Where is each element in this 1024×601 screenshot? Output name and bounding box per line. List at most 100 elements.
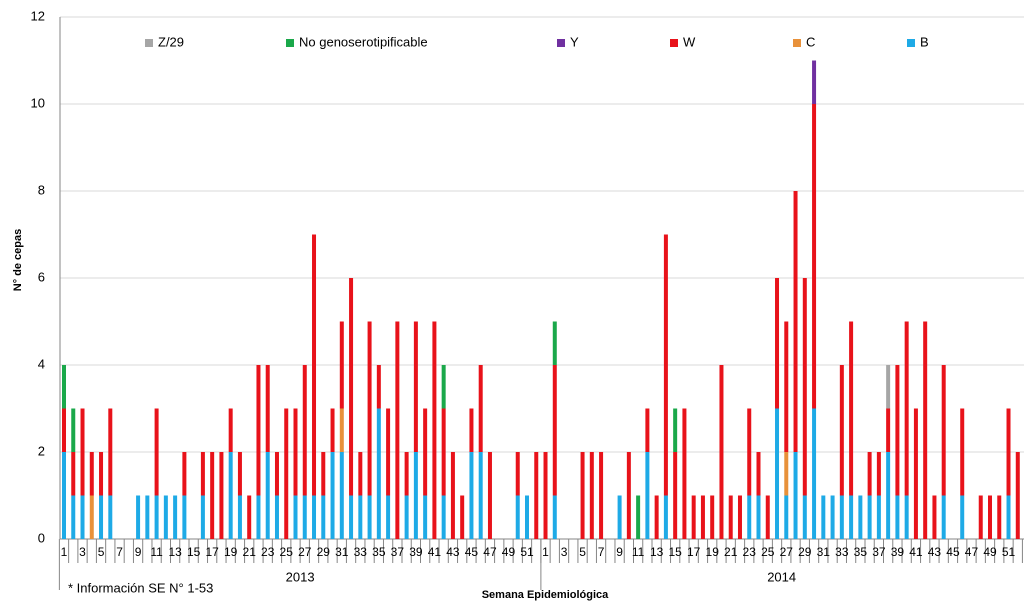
y-tick-label: 0: [38, 530, 45, 545]
bar-segment: [441, 408, 446, 496]
bar-segment: [339, 408, 344, 452]
bar-segment: [1006, 408, 1011, 496]
bar-segment: [737, 495, 742, 539]
x-tick-label: 39: [409, 545, 423, 559]
bar-segment: [312, 234, 317, 496]
x-tick-label: 25: [280, 545, 294, 559]
bar-segment: [784, 321, 789, 452]
bar-segment: [376, 408, 381, 539]
bar-segment: [460, 495, 465, 539]
bar-segment: [673, 408, 678, 452]
x-tick-label: 31: [335, 545, 349, 559]
legend-swatch: [557, 39, 565, 47]
legend-swatch: [145, 39, 153, 47]
bar-segment: [386, 495, 391, 539]
bar-segment: [756, 495, 761, 539]
legend-swatch: [286, 39, 294, 47]
x-tick-label: 33: [835, 545, 849, 559]
bar-segment: [775, 278, 780, 409]
x-tick-label: 21: [243, 545, 257, 559]
y-axis-title: N° de cepas: [12, 229, 24, 291]
bar-segment: [330, 452, 335, 539]
x-tick-label: 19: [224, 545, 238, 559]
bar-segment: [404, 452, 409, 496]
bar-segment: [386, 408, 391, 496]
bar-segment: [256, 365, 261, 496]
bar-segment: [62, 365, 66, 409]
bar-segment: [812, 60, 817, 104]
bar-segment: [293, 495, 298, 539]
bar-segment: [237, 452, 242, 496]
x-tick-label: 21: [724, 545, 738, 559]
legend-label: W: [683, 34, 696, 49]
bar-segment: [589, 452, 594, 539]
bar-segment: [339, 321, 344, 409]
bar-segment: [71, 452, 76, 496]
x-tick-label: 15: [668, 545, 682, 559]
x-tick-label: 9: [135, 545, 142, 559]
bar-segment: [89, 452, 94, 496]
y-tick-label: 12: [31, 8, 45, 23]
y-tick-label: 4: [38, 356, 45, 371]
bar-segment: [997, 495, 1002, 539]
bar-segment: [747, 408, 752, 496]
x-tick-label: 41: [428, 545, 442, 559]
bar-segment: [802, 495, 807, 539]
bar-segment: [839, 495, 844, 539]
bar-segment: [552, 321, 557, 365]
bar-segment: [830, 495, 835, 539]
bar-segment: [849, 495, 854, 539]
bar-segment: [312, 495, 317, 539]
bar-segment: [886, 452, 891, 539]
x-tick-label: 35: [372, 545, 386, 559]
x-tick-label: 49: [983, 545, 997, 559]
x-axis-title: Semana Epidemiológica: [482, 589, 609, 601]
bar-segment: [173, 495, 178, 539]
bar-segment: [682, 408, 687, 539]
bar-segment: [728, 495, 733, 539]
bar-segment: [256, 495, 261, 539]
x-tick-label: 43: [928, 545, 942, 559]
bar-segment: [228, 408, 233, 452]
x-tick-label: 11: [632, 545, 645, 559]
bar-segment: [349, 495, 354, 539]
x-tick-label: 17: [205, 545, 219, 559]
bar-segment: [404, 495, 409, 539]
bar-segment: [515, 452, 520, 496]
x-tick-label: 47: [483, 545, 497, 559]
bar-segment: [478, 365, 483, 452]
bar-segment: [626, 452, 631, 539]
bar-segment: [163, 495, 168, 539]
bar-segment: [302, 365, 307, 496]
bar-segment: [265, 452, 270, 539]
bar-segment: [210, 452, 215, 539]
note: * Información SE N° 1-53: [68, 580, 213, 595]
bar-segment: [904, 321, 909, 496]
bar-segment: [274, 452, 279, 496]
bar-segment: [886, 408, 891, 452]
x-tick-label: 27: [780, 545, 794, 559]
bar-segment: [793, 191, 798, 452]
bar-segment: [441, 365, 446, 409]
bar-segment: [413, 452, 418, 539]
legend-swatch: [907, 39, 915, 47]
x-tick-label: 43: [446, 545, 460, 559]
bar-segment: [145, 495, 150, 539]
bar-segment: [858, 495, 863, 539]
bar-segment: [867, 452, 872, 496]
bar-segment: [80, 408, 85, 496]
bar-segment: [395, 321, 400, 539]
bar-segment: [821, 495, 826, 539]
y-tick-label: 6: [38, 269, 45, 284]
x-tick-label: 3: [79, 545, 86, 559]
bar-segment: [663, 234, 668, 496]
bar-segment: [62, 452, 66, 539]
bar-segment: [895, 365, 900, 496]
bar-segment: [932, 495, 937, 539]
legend-label: Y: [570, 34, 579, 49]
x-tick-label: 51: [1002, 545, 1016, 559]
bar-segment: [552, 365, 557, 496]
bar-segment: [849, 321, 854, 496]
x-tick-label: 7: [116, 545, 123, 559]
x-tick-label: 15: [187, 545, 201, 559]
